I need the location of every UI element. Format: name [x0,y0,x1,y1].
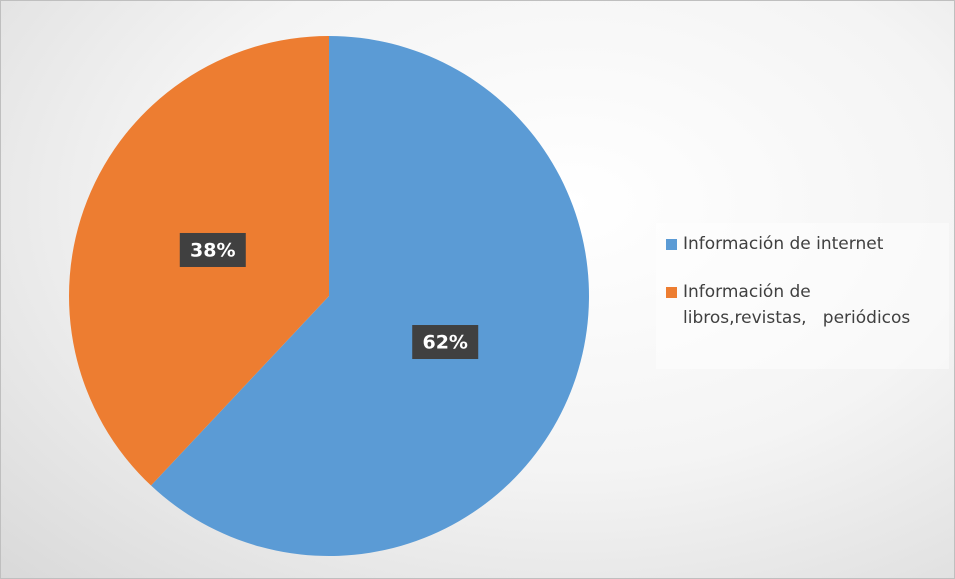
data-label: 62% [422,332,467,354]
legend-label: Información de libros,revistas, periódic… [683,282,911,328]
data-label: 38% [190,239,235,261]
data-label-box [179,232,246,267]
legend-entry: Información de libros,revistas, periódic… [662,279,943,331]
legend-label: Información de internet [683,234,884,254]
pie-slice [151,36,590,556]
legend-entry: Información de internet [662,231,943,257]
data-label-box [412,325,479,360]
legend: Información de internet Información de li… [656,223,949,369]
legend-swatch [666,287,677,298]
legend-swatch [666,239,677,250]
